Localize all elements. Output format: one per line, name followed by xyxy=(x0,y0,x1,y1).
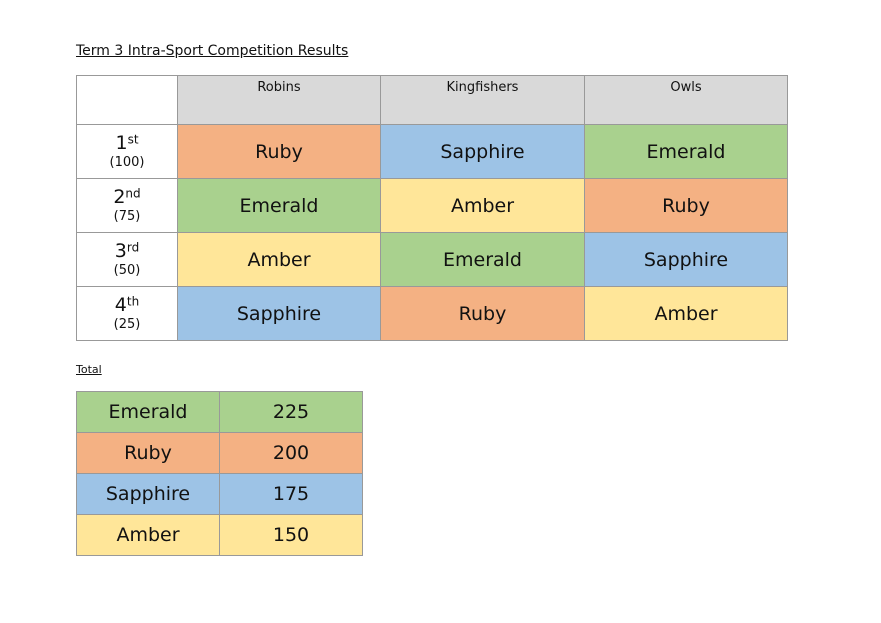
header-row: Robins Kingfishers Owls xyxy=(76,75,788,125)
house-cell: Amber xyxy=(380,178,585,233)
place-suffix: st xyxy=(127,132,139,147)
total-row: Ruby 200 xyxy=(76,432,363,474)
place-number: 2 xyxy=(113,185,126,208)
corner-cell xyxy=(76,75,178,125)
place-number: 4 xyxy=(114,293,127,316)
house-cell: Ruby xyxy=(584,178,788,233)
total-row: Emerald 225 xyxy=(76,391,363,433)
result-row: 4th (25) Sapphire Ruby Amber xyxy=(76,286,788,341)
place-label: 2nd xyxy=(77,186,177,210)
place-label: 3rd xyxy=(77,240,177,264)
place-cell: 3rd (50) xyxy=(76,232,178,287)
result-row: 3rd (50) Amber Emerald Sapphire xyxy=(76,232,788,287)
total-heading: Total xyxy=(76,363,102,376)
house-cell: Ruby xyxy=(177,124,381,179)
result-row: 2nd (75) Emerald Amber Ruby xyxy=(76,178,788,233)
place-points: (75) xyxy=(113,209,141,225)
place-points: (25) xyxy=(113,317,141,333)
house-cell: Emerald xyxy=(380,232,585,287)
place-cell: 4th (25) xyxy=(76,286,178,341)
house-name: Ruby xyxy=(76,432,220,474)
results-table: Robins Kingfishers Owls 1st (100) Ruby Sapphir… xyxy=(76,75,788,341)
place-suffix: nd xyxy=(125,186,141,201)
total-table: Emerald 225 Ruby 200 Sapphire 175 Amber 150 xyxy=(76,391,363,556)
house-name: Emerald xyxy=(76,391,220,433)
place-number: 1 xyxy=(115,131,128,154)
place-number: 3 xyxy=(114,239,127,262)
house-name: Amber xyxy=(76,514,220,556)
house-cell: Amber xyxy=(177,232,381,287)
house-points: 175 xyxy=(219,473,363,515)
house-cell: Emerald xyxy=(177,178,381,233)
page-title: Term 3 Intra-Sport Competition Results xyxy=(76,43,349,59)
house-cell: Ruby xyxy=(380,286,585,341)
place-suffix: th xyxy=(126,294,140,309)
place-label: 1st xyxy=(77,132,177,156)
column-header: Robins xyxy=(177,75,381,125)
house-cell: Amber xyxy=(584,286,788,341)
result-row: 1st (100) Ruby Sapphire Emerald xyxy=(76,124,788,179)
house-name: Sapphire xyxy=(76,473,220,515)
place-points: (100) xyxy=(109,155,145,171)
house-cell: Sapphire xyxy=(584,232,788,287)
house-cell: Emerald xyxy=(584,124,788,179)
house-points: 200 xyxy=(219,432,363,474)
total-row: Sapphire 175 xyxy=(76,473,363,515)
place-label: 4th xyxy=(77,294,177,318)
place-cell: 2nd (75) xyxy=(76,178,178,233)
house-points: 150 xyxy=(219,514,363,556)
place-points: (50) xyxy=(113,263,141,279)
place-suffix: rd xyxy=(126,240,140,255)
house-cell: Sapphire xyxy=(380,124,585,179)
column-header: Owls xyxy=(584,75,788,125)
column-header: Kingfishers xyxy=(380,75,585,125)
total-row: Amber 150 xyxy=(76,514,363,556)
house-points: 225 xyxy=(219,391,363,433)
place-cell: 1st (100) xyxy=(76,124,178,179)
house-cell: Sapphire xyxy=(177,286,381,341)
